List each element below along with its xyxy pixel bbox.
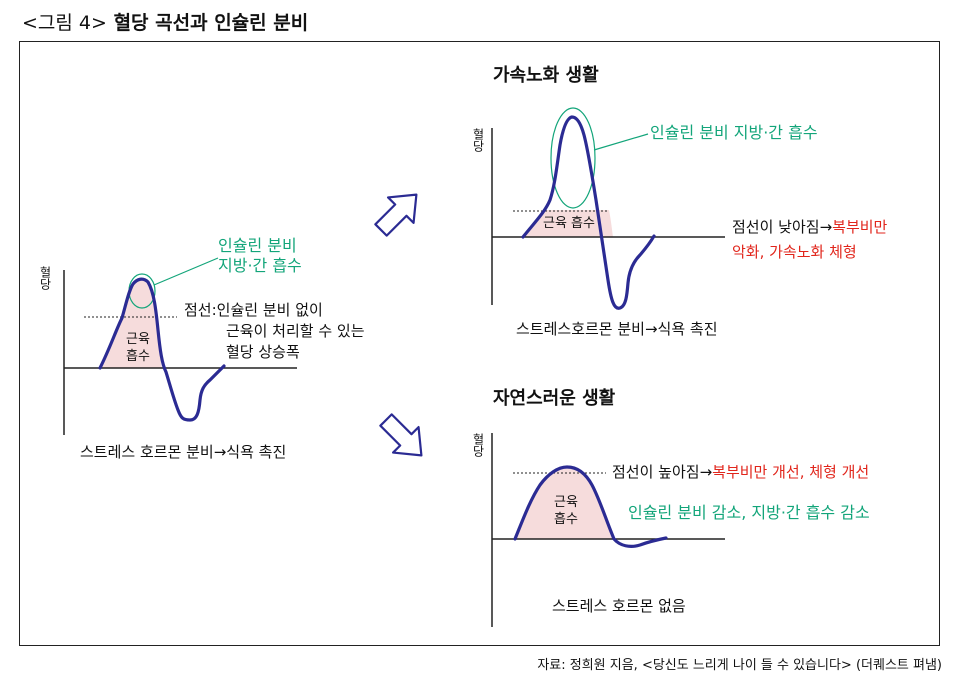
arrow-down-right [379,413,423,457]
bottom-stress-label: 스트레스 호르몬 없음 [552,597,686,615]
top-dotted-note-2: 악화, 가속노화 체형 [732,243,857,261]
top-panel-heading: 가속노화 생활 [493,65,599,86]
left-area-label-line1: 근육 [126,332,150,347]
left-panel-graph [63,257,297,435]
bottom-insulin-label: 인슐린 분비 감소, 지방·간 흡수 감소 [628,503,870,522]
bottom-area-label-line1: 근육 [554,495,578,510]
bottom-area-label-line2: 흡수 [554,512,578,527]
source-note: 자료: 정희원 지음, <당신도 느리게 나이 들 수 있습니다> (더퀘스트 … [537,658,942,673]
left-area-label: 근육 흡수 [120,331,156,365]
bottom-blood-sugar-curve [513,465,668,548]
left-insulin-label-1: 인슐린 분비 [218,236,297,255]
top-y-axis-label: 혈당 [471,128,485,152]
top-panel-graph [491,107,725,310]
top-insulin-circle [550,107,596,209]
bottom-muscle-absorption-area [515,467,614,539]
figure-title: <그림 4> 혈당 곡선과 인슐린 분비 [22,8,308,35]
left-dotted-note-3: 혈당 상승폭 [226,343,300,361]
figure-title-text: 혈당 곡선과 인슐린 분비 [113,12,309,34]
top-muscle-absorption-area [523,210,613,237]
bottom-dotted-note-black: 점선이 높아짐→ [612,463,713,481]
left-y-axis-label: 혈당 [38,266,52,290]
arrow-up-right [374,193,418,237]
figure-frame [19,41,940,646]
left-muscle-absorption-area [100,278,162,368]
top-dotted-note-red: 복부비만 [832,218,888,236]
left-stress-label: 스트레스 호르몬 분비→식욕 촉진 [80,443,287,461]
top-dotted-note-black: 점선이 낮아짐→ [732,218,833,236]
left-area-label-line2: 흡수 [126,349,150,364]
bottom-panel-heading: 자연스러운 생활 [493,388,616,409]
top-insulin-pointer [593,133,649,151]
top-blood-sugar-curve [521,115,656,310]
bottom-area-label: 근육 흡수 [548,494,584,528]
bottom-dotted-note: 점선이 높아짐→복부비만 개선, 체형 개선 [612,463,869,482]
top-area-label: 근육 흡수 [543,216,595,231]
left-dotted-note-1: 점선:인슐린 분비 없이 [184,301,323,319]
left-blood-sugar-curve [98,277,226,422]
top-insulin-label: 인슐린 분비 지방·간 흡수 [650,123,818,142]
bottom-panel-graph [491,433,725,627]
left-dotted-note-2: 근육이 처리할 수 있는 [226,322,365,340]
top-dotted-note-1: 점선이 낮아짐→복부비만 [732,218,887,237]
bottom-y-axis-label: 혈당 [471,433,485,457]
top-stress-label: 스트레스호르몬 분비→식욕 촉진 [516,320,718,338]
figure-tag: <그림 4> [22,12,107,34]
left-insulin-pointer [153,257,219,286]
bottom-dotted-note-red: 복부비만 개선, 체형 개선 [712,463,870,481]
left-insulin-label-2: 지방·간 흡수 [218,256,302,275]
